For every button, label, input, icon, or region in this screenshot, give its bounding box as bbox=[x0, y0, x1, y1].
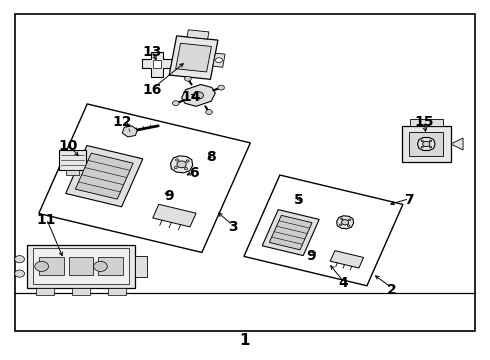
Circle shape bbox=[216, 58, 222, 63]
Text: 12: 12 bbox=[113, 116, 132, 129]
Text: 8: 8 bbox=[206, 150, 216, 163]
Circle shape bbox=[206, 109, 212, 114]
Circle shape bbox=[421, 140, 423, 142]
Polygon shape bbox=[337, 216, 354, 229]
Polygon shape bbox=[27, 245, 135, 288]
Circle shape bbox=[174, 167, 177, 169]
Polygon shape bbox=[171, 156, 193, 173]
Text: 2: 2 bbox=[387, 283, 397, 297]
Circle shape bbox=[185, 168, 188, 170]
Circle shape bbox=[347, 225, 350, 226]
Circle shape bbox=[348, 219, 351, 221]
Polygon shape bbox=[108, 288, 125, 295]
Circle shape bbox=[422, 141, 430, 147]
Text: 3: 3 bbox=[228, 220, 238, 234]
Circle shape bbox=[35, 261, 49, 271]
Circle shape bbox=[429, 140, 432, 142]
Circle shape bbox=[421, 146, 423, 148]
Polygon shape bbox=[187, 30, 209, 39]
Polygon shape bbox=[75, 153, 133, 199]
Polygon shape bbox=[72, 288, 90, 295]
Text: 6: 6 bbox=[189, 166, 198, 180]
Text: 1: 1 bbox=[240, 333, 250, 348]
Polygon shape bbox=[153, 60, 161, 68]
Polygon shape bbox=[33, 248, 128, 284]
Polygon shape bbox=[169, 36, 218, 79]
Circle shape bbox=[175, 159, 178, 161]
Circle shape bbox=[429, 146, 432, 148]
Text: 9: 9 bbox=[306, 249, 316, 262]
Polygon shape bbox=[98, 257, 122, 275]
Polygon shape bbox=[410, 119, 442, 126]
Circle shape bbox=[340, 224, 342, 226]
Polygon shape bbox=[66, 145, 143, 207]
Polygon shape bbox=[402, 126, 451, 162]
Polygon shape bbox=[270, 215, 312, 250]
Text: 13: 13 bbox=[142, 45, 162, 59]
Polygon shape bbox=[142, 52, 172, 77]
Text: 9: 9 bbox=[164, 189, 174, 203]
Bar bbox=[15, 14, 475, 331]
Polygon shape bbox=[69, 257, 93, 275]
Circle shape bbox=[218, 85, 224, 90]
Polygon shape bbox=[175, 43, 212, 72]
Polygon shape bbox=[451, 138, 463, 150]
Text: 10: 10 bbox=[59, 139, 78, 153]
Polygon shape bbox=[39, 104, 250, 252]
Polygon shape bbox=[153, 204, 196, 227]
Text: 16: 16 bbox=[142, 83, 162, 97]
Text: 11: 11 bbox=[37, 213, 56, 226]
Text: 5: 5 bbox=[294, 193, 304, 207]
Circle shape bbox=[94, 261, 107, 271]
Text: 4: 4 bbox=[338, 276, 348, 289]
Polygon shape bbox=[417, 138, 435, 150]
Polygon shape bbox=[59, 150, 86, 170]
Circle shape bbox=[177, 161, 186, 168]
Circle shape bbox=[341, 218, 343, 220]
Circle shape bbox=[15, 256, 24, 263]
Polygon shape bbox=[262, 210, 319, 256]
Circle shape bbox=[186, 160, 189, 162]
Polygon shape bbox=[122, 126, 137, 137]
Polygon shape bbox=[409, 132, 443, 156]
Polygon shape bbox=[213, 53, 225, 67]
Polygon shape bbox=[135, 256, 147, 277]
Circle shape bbox=[194, 92, 203, 99]
Polygon shape bbox=[39, 257, 64, 275]
Circle shape bbox=[185, 76, 191, 81]
Circle shape bbox=[172, 101, 179, 105]
Polygon shape bbox=[244, 175, 403, 286]
Text: 14: 14 bbox=[181, 90, 201, 104]
Circle shape bbox=[15, 270, 24, 277]
Polygon shape bbox=[66, 170, 79, 175]
Polygon shape bbox=[182, 85, 215, 106]
Circle shape bbox=[342, 220, 349, 225]
Text: 15: 15 bbox=[414, 116, 434, 129]
Text: 7: 7 bbox=[404, 193, 414, 207]
Polygon shape bbox=[330, 251, 364, 268]
Polygon shape bbox=[36, 288, 54, 295]
